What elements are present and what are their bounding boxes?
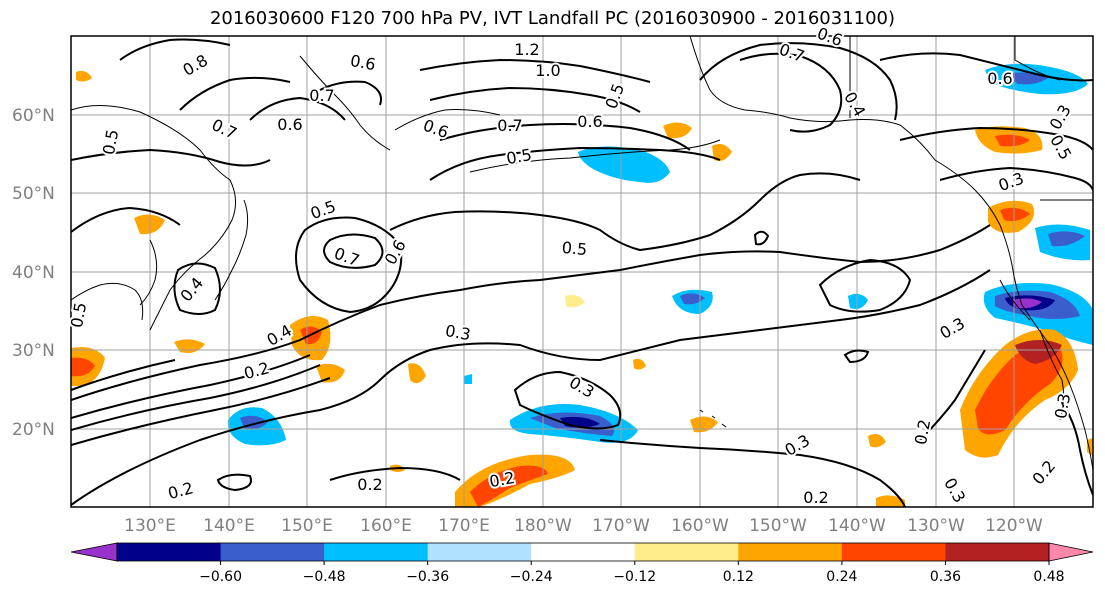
lon-label: 120°W	[985, 516, 1043, 536]
colorbar-tick-label: 0.24	[826, 569, 857, 585]
lon-labels: 130°E 140°E 150°E 160°E 170°E 180°W 170°…	[124, 516, 1043, 536]
colorbar-swatch	[945, 543, 1050, 561]
map-title: 2016030600 F120 700 hPa PV, IVT Landfall…	[209, 8, 896, 29]
colorbar	[70, 542, 1094, 562]
colorbar-tick-label: −0.60	[199, 569, 242, 585]
colorbar-tick-label: 0.12	[723, 569, 754, 585]
lat-label: 30°N	[12, 341, 55, 361]
contour-label: 0.2	[803, 488, 828, 507]
lon-label: 150°E	[281, 516, 333, 536]
shade-blue-aleutian	[578, 146, 670, 183]
lat-label: 20°N	[12, 420, 55, 440]
lat-label: 50°N	[12, 184, 55, 204]
lat-label: 60°N	[12, 106, 55, 126]
contour-label: 0.3	[1051, 392, 1074, 420]
pv-contours	[71, 38, 1093, 507]
lon-label: 150°W	[749, 516, 807, 536]
graticule	[71, 36, 1093, 507]
lon-label: 180°W	[514, 516, 572, 536]
lon-label: 170°E	[438, 516, 490, 536]
colorbar-swatch	[427, 543, 532, 561]
colorbar-tick-label: −0.36	[406, 569, 449, 585]
lon-label: 140°W	[828, 516, 886, 536]
colorbar-tick-label: 0.48	[1033, 569, 1064, 585]
colorbar-extend-min	[70, 542, 118, 562]
colorbar-swatch	[738, 543, 843, 561]
lon-label: 130°E	[124, 516, 176, 536]
lat-labels: 60°N 50°N 40°N 30°N 20°N	[12, 106, 55, 440]
lon-label: 140°E	[203, 516, 255, 536]
contour-label: 1.2	[514, 40, 539, 59]
contour-label: 0.6	[577, 112, 602, 131]
colorbar-tick-label: −0.48	[303, 569, 346, 585]
colorbar-ticks: −0.60 −0.48 −0.36 −0.24 −0.12 0.12 0.24 0.36 0.4…	[199, 561, 1065, 585]
colorbar-swatch	[117, 543, 222, 561]
colorbar-swatch	[841, 543, 946, 561]
colorbar-swatch	[531, 543, 636, 561]
contour-label: 0.5	[67, 301, 90, 329]
colorbar-tick-label: −0.24	[510, 569, 553, 585]
contour-label: 0.7	[309, 86, 334, 105]
colorbar-swatch	[324, 543, 429, 561]
colorbar-extend-max	[1048, 542, 1094, 562]
contour-label: 0.6	[987, 69, 1012, 88]
colorbar-swatch	[634, 543, 739, 561]
lat-label: 40°N	[12, 263, 55, 283]
contour-label: 1.0	[535, 61, 560, 80]
contour-label: 0.2	[357, 475, 382, 494]
colorbar-tick-label: −0.12	[613, 569, 656, 585]
lon-label: 160°E	[360, 516, 412, 536]
lon-label: 170°W	[592, 516, 650, 536]
lon-label: 130°W	[907, 516, 965, 536]
map-frame	[70, 35, 1094, 508]
colorbar-tick-label: 0.36	[930, 569, 961, 585]
lon-label: 160°W	[671, 516, 729, 536]
colorbar-swatch	[220, 543, 325, 561]
contour-label: 0.7	[497, 116, 522, 135]
contour-label: 0.6	[277, 115, 302, 134]
coastlines	[71, 36, 1093, 471]
colorbar-frame	[116, 542, 1050, 562]
contour-label: 0.5	[561, 238, 588, 259]
